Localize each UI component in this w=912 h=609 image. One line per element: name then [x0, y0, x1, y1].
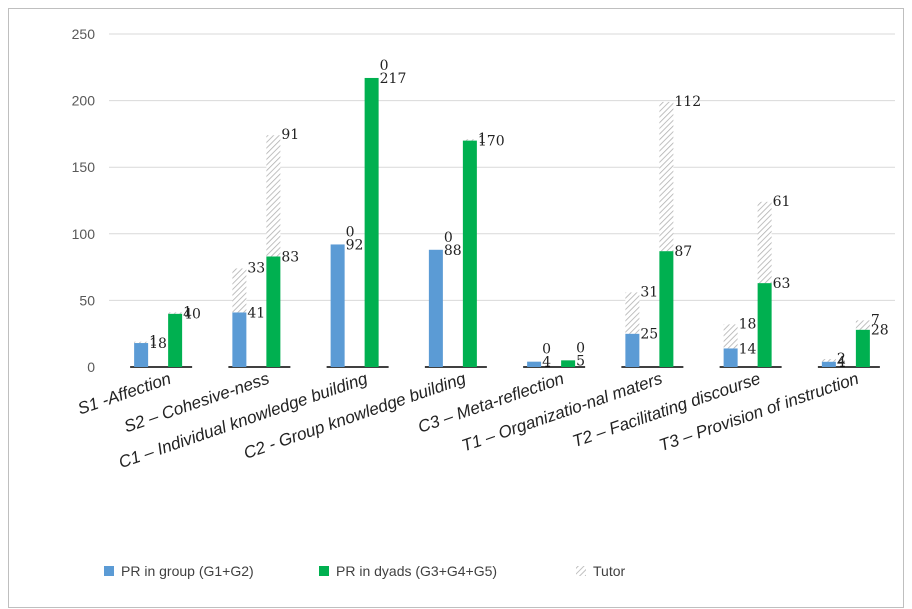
dyad-tutor-label: 1 — [183, 304, 192, 320]
dyad-bar — [855, 329, 870, 367]
group-tutor-bar — [723, 324, 738, 349]
legend-swatch — [319, 566, 329, 576]
y-tick-label: 100 — [72, 226, 96, 242]
group-tutor-label: 2 — [837, 351, 846, 367]
y-tick-label: 200 — [72, 93, 96, 109]
group-bar — [821, 361, 836, 367]
group-bar — [134, 343, 149, 367]
dyad-tutor-bar — [462, 139, 477, 141]
dyad-bar — [659, 251, 674, 367]
dyad-value-label: 5 — [576, 353, 585, 369]
group-tutor-label: 33 — [247, 260, 265, 276]
group-tutor-label: 1 — [149, 334, 158, 350]
group-bar — [232, 312, 247, 367]
dyad-bar — [364, 77, 379, 368]
dyad-value-label: 170 — [478, 134, 505, 150]
legend-label: PR in group (G1+G2) — [121, 563, 254, 579]
group-tutor-label: 0 — [542, 342, 551, 358]
group-tutor-bar — [821, 359, 836, 362]
dyad-tutor-label: 112 — [674, 94, 701, 110]
dyad-tutor-label: 1 — [478, 131, 487, 147]
group-value-label: 4 — [542, 355, 551, 371]
dyad-value-label: 83 — [281, 249, 299, 265]
group-tutor-label: 0 — [444, 230, 453, 246]
group-tutor-bar — [625, 292, 640, 334]
dyad-tutor-bar — [168, 312, 183, 314]
group-bar — [330, 244, 345, 367]
dyad-bar — [561, 360, 576, 367]
dyad-tutor-label: 7 — [871, 312, 880, 328]
group-bar — [428, 249, 443, 367]
dyad-tutor-label: 91 — [281, 127, 299, 143]
group-tutor-label: 18 — [739, 316, 757, 332]
group-value-label: 25 — [640, 327, 658, 343]
group-value-label: 92 — [346, 237, 364, 253]
bars — [134, 77, 870, 368]
group-value-label: 4 — [837, 355, 846, 371]
dyad-tutor-bar — [659, 101, 674, 252]
legend-label: Tutor — [593, 563, 625, 579]
dyad-tutor-bar — [266, 135, 281, 257]
group-bar — [723, 348, 738, 367]
dyad-tutor-label: 61 — [773, 194, 791, 210]
group-tutor-bar — [134, 341, 149, 344]
dyad-tutor-bar — [757, 201, 772, 284]
group-bar — [527, 361, 542, 367]
dyad-bar — [462, 140, 477, 367]
dyad-value-label: 40 — [183, 307, 201, 323]
y-tick-label: 0 — [87, 359, 95, 375]
dyad-tutor-bar — [855, 320, 870, 330]
group-value-label: 14 — [739, 341, 757, 357]
legend-swatch — [104, 566, 114, 576]
group-value-label: 18 — [149, 336, 167, 352]
group-bar — [625, 333, 640, 367]
y-tick-label: 50 — [79, 292, 95, 308]
chart-frame: 0 50 100 150 200 250 18 1 40 1 41 33 83 91 92 0 217 0 88 0… — [8, 8, 904, 608]
dyad-bar — [266, 256, 281, 367]
y-tick-label: 150 — [72, 159, 96, 175]
group-tutor-bar — [232, 268, 247, 313]
y-tick-label: 250 — [72, 26, 96, 42]
group-value-label: 41 — [247, 305, 265, 321]
dyad-tutor-label: 0 — [576, 340, 585, 356]
group-value-label: 88 — [444, 243, 462, 259]
dyad-value-label: 87 — [674, 244, 692, 260]
dyad-value-label: 217 — [380, 71, 407, 87]
legend-label: PR in dyads (G3+G4+G5) — [336, 563, 497, 579]
dyad-value-label: 63 — [773, 276, 791, 292]
legend-swatch — [576, 566, 586, 576]
group-tutor-label: 0 — [346, 224, 355, 240]
dyad-bar — [757, 283, 772, 367]
legend: PR in group (G1+G2) PR in dyads (G3+G4+G5… — [104, 563, 625, 579]
dyad-value-label: 28 — [871, 323, 889, 339]
group-tutor-label: 31 — [640, 284, 658, 300]
y-axis-tick-labels: 0 50 100 150 200 250 — [72, 26, 96, 375]
dyad-tutor-label: 0 — [380, 58, 389, 74]
dyad-bar — [168, 313, 183, 367]
